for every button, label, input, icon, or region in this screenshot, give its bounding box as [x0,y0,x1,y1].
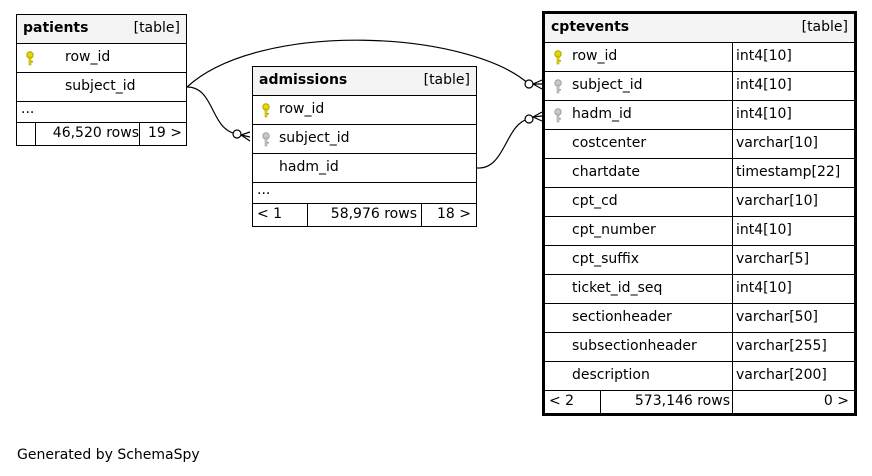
column-row-cpt-number[interactable]: cpt_number int4[10] [545,217,854,246]
column-row-subject-id[interactable]: subject_id [17,73,186,102]
key-icon [553,50,563,66]
table-footer: < 1 58,976 rows 18 > [253,204,476,226]
edge-admissions-cptevents-optional-marker [524,114,534,124]
children-link[interactable]: 19 > [148,125,182,141]
parents-link[interactable]: < 1 [257,206,283,222]
column-name: cpt_cd [572,193,618,209]
edge-patients-cptevents-crowfoot [532,79,543,90]
edge-patients-cptevents-optional-marker [524,79,534,89]
column-type: varchar[10] [736,135,818,151]
column-row-subject-id[interactable]: subject_id int4[10] [545,72,854,101]
edge-patients-admissions [186,86,238,135]
foreign-key-icon [553,108,563,124]
column-type: varchar[255] [736,338,827,354]
table-header[interactable]: admissions [table] [253,67,476,96]
table-name[interactable]: patients [23,20,89,36]
parents-link[interactable]: < 2 [549,393,575,409]
column-name: subsectionheader [572,338,697,354]
column-row-subject-id[interactable]: subject_id [253,125,476,154]
column-row-costcenter[interactable]: costcenter varchar[10] [545,130,854,159]
table-kind: [table] [423,72,470,88]
ellipsis: ... [257,182,271,198]
row-count: 46,520 rows [52,125,139,141]
column-name: hadm_id [279,159,339,175]
table-name[interactable]: admissions [259,72,348,88]
column-type: varchar[10] [736,193,818,209]
column-row-cpt-suffix[interactable]: cpt_suffix varchar[5] [545,246,854,275]
table-kind: [table] [801,19,848,35]
column-name: subject_id [65,78,136,94]
cptevents-table[interactable]: cptevents [table] row_id int4[10] subject_… [542,11,857,416]
column-type: varchar[200] [736,367,827,383]
key-icon [261,103,271,119]
column-type: varchar[5] [736,251,810,267]
table-footer: 46,520 rows 19 > [17,123,186,145]
column-row-row-id[interactable]: row_id [17,44,186,73]
column-name: row_id [65,49,111,65]
column-name: row_id [279,101,325,117]
column-row-sectionheader[interactable]: sectionheader varchar[50] [545,304,854,333]
table-header[interactable]: cptevents [table] [545,14,854,43]
column-row-ticket-id-seq[interactable]: ticket_id_seq int4[10] [545,275,854,304]
more-columns: ... [17,101,186,123]
column-name: hadm_id [572,106,632,122]
column-name: chartdate [572,164,640,180]
column-type: timestamp[22] [736,164,841,180]
column-row-chartdate[interactable]: chartdate timestamp[22] [545,159,854,188]
column-row-row-id[interactable]: row_id [253,96,476,125]
column-type: int4[10] [736,48,792,64]
children-link[interactable]: 18 > [437,206,471,222]
ellipsis: ... [21,101,35,117]
more-columns: ... [253,182,476,204]
foreign-key-icon [553,79,563,95]
column-name: ticket_id_seq [572,280,663,296]
table-name[interactable]: cptevents [551,19,630,35]
column-name: cpt_suffix [572,251,640,267]
column-type: int4[10] [736,77,792,93]
column-row-hadm-id[interactable]: hadm_id int4[10] [545,101,854,130]
children-link[interactable]: 0 > [823,393,849,409]
column-row-description[interactable]: description varchar[200] [545,362,854,390]
edge-patients-cptevents [186,39,531,88]
column-type: int4[10] [736,106,792,122]
column-row-hadm-id[interactable]: hadm_id [253,154,476,183]
edge-patients-admissions-optional-marker [232,129,242,139]
column-type: int4[10] [736,222,792,238]
admissions-table[interactable]: admissions [table] row_id subject_id had… [252,66,477,227]
key-icon [25,51,35,67]
column-row-row-id[interactable]: row_id int4[10] [545,43,854,72]
column-name: costcenter [572,135,647,151]
table-header[interactable]: patients [table] [17,15,186,44]
edge-admissions-cptevents [476,118,529,169]
column-type: varchar[50] [736,309,818,325]
column-row-subsectionheader[interactable]: subsectionheader varchar[255] [545,333,854,362]
column-row-cpt-cd[interactable]: cpt_cd varchar[10] [545,188,854,217]
column-name: subject_id [279,130,350,146]
edge-patients-admissions-crowfoot [240,131,251,142]
edge-admissions-cptevents-crowfoot [532,111,543,122]
row-count: 58,976 rows [330,206,417,222]
column-name: cpt_number [572,222,656,238]
patients-table[interactable]: patients [table] row_id subject_id ... 4… [16,14,187,146]
generated-by-label: Generated by SchemaSpy [17,447,200,463]
table-footer: < 2 573,146 rows 0 > [545,390,854,413]
table-kind: [table] [133,20,180,36]
column-name: row_id [572,48,618,64]
column-name: subject_id [572,77,643,93]
column-type: int4[10] [736,280,792,296]
row-count: 573,146 rows [634,393,730,409]
foreign-key-icon [261,132,271,148]
column-name: description [572,367,650,383]
column-name: sectionheader [572,309,672,325]
